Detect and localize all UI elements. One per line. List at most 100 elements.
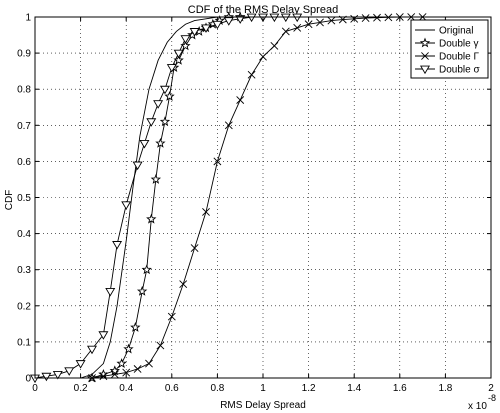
- x-tick-label: 0.8: [210, 383, 224, 394]
- legend-label: Double γ: [439, 39, 478, 50]
- y-tick-label: 0.5: [17, 193, 31, 204]
- x-marker: [213, 157, 222, 166]
- triangle-marker: [235, 15, 246, 24]
- x-marker: [304, 20, 313, 29]
- triangle-marker: [41, 372, 52, 382]
- star-marker: [155, 137, 166, 148]
- triangle-marker: [105, 287, 116, 297]
- star-marker: [159, 116, 171, 127]
- y-tick-label: 0.4: [17, 229, 31, 240]
- x-marker: [316, 18, 324, 27]
- x-marker: [122, 368, 131, 377]
- chart-title: CDF of the RMS Delay Spread: [188, 4, 338, 16]
- tick-marks: [34, 16, 492, 379]
- x-marker: [167, 312, 176, 321]
- triangle-marker: [98, 331, 109, 340]
- triangle-marker: [223, 17, 234, 26]
- star-marker: [109, 365, 120, 376]
- star-marker: [136, 285, 148, 296]
- triangle-marker: [159, 85, 170, 95]
- x-axis-label: RMS Delay Spread: [220, 400, 306, 411]
- triangle-marker: [246, 13, 257, 23]
- star-marker: [146, 213, 157, 224]
- x-tick-label: 1.6: [393, 383, 407, 394]
- y-tick-label: 0.3: [17, 265, 31, 276]
- series-layer: [30, 11, 427, 384]
- triangle-marker: [189, 28, 200, 37]
- triangle-marker: [139, 139, 150, 149]
- star-marker: [150, 174, 162, 184]
- x-marker: [190, 244, 199, 252]
- x-marker: [224, 121, 233, 130]
- x-marker: [110, 370, 119, 379]
- x-marker: [327, 16, 336, 25]
- star-marker: [123, 343, 134, 354]
- triangle-marker: [112, 241, 123, 250]
- x-marker: [270, 41, 279, 50]
- triangle-marker: [87, 345, 97, 355]
- x-marker: [236, 96, 245, 104]
- x-multiplier-label: x 10: [468, 401, 487, 412]
- triangle-marker: [212, 20, 223, 30]
- series-line: [34, 16, 298, 379]
- triangle-marker: [166, 64, 177, 73]
- triangle-marker: [269, 13, 280, 23]
- star-marker: [419, 37, 431, 48]
- triangle-marker: [173, 49, 184, 59]
- y-tick-label: 0.8: [17, 85, 31, 96]
- x-tick-label: 1: [260, 383, 266, 394]
- triangle-marker: [420, 65, 430, 75]
- triangle-marker: [153, 100, 164, 109]
- legend-label: Original: [439, 26, 473, 37]
- y-tick-label: 0.9: [17, 49, 31, 60]
- y-tick-label: 0.6: [17, 157, 31, 168]
- series-line: [91, 16, 241, 379]
- series-1: [80, 16, 229, 379]
- star-marker: [164, 90, 175, 101]
- grid-lines: [35, 17, 491, 378]
- x-marker: [145, 359, 153, 368]
- star-marker: [116, 358, 127, 368]
- star-marker: [141, 264, 152, 275]
- series-line: [80, 16, 229, 379]
- series-line: [91, 16, 423, 379]
- x-tick-label: 2: [488, 383, 494, 394]
- legend-label: Double Γ: [439, 52, 479, 63]
- x-tick-label: 0.4: [119, 383, 133, 394]
- triangle-marker: [121, 201, 132, 210]
- x-marker: [281, 27, 290, 36]
- series-4: [30, 13, 303, 384]
- x-marker: [373, 13, 381, 22]
- triangle-marker: [52, 371, 63, 380]
- y-tick-label: 1: [25, 13, 31, 24]
- x-marker: [133, 365, 142, 373]
- x-multiplier-exponent: -8: [488, 393, 496, 403]
- series-2: [86, 11, 246, 383]
- x-marker: [361, 14, 370, 23]
- x-marker: [259, 52, 267, 61]
- x-marker: [99, 372, 108, 381]
- triangle-marker: [180, 35, 191, 44]
- legend-label: Double σ: [439, 65, 480, 76]
- y-tick-label: 0.2: [17, 301, 31, 312]
- x-marker: [156, 341, 165, 350]
- triangle-marker: [292, 13, 303, 23]
- y-tick-label: 0: [25, 374, 31, 385]
- x-marker: [202, 208, 210, 216]
- x-tick-labels: 0 0.2 0.4 0.6 0.8 1 1.2 1.4 1.6 1.8 2: [32, 383, 494, 394]
- star-marker: [130, 322, 141, 332]
- x-tick-label: 1.4: [347, 383, 361, 394]
- x-marker: [247, 70, 256, 79]
- y-tick-label: 0.7: [17, 121, 31, 132]
- series-3: [88, 13, 427, 382]
- triangle-marker: [280, 13, 291, 23]
- x-tick-label: 0.6: [165, 383, 179, 394]
- x-marker: [179, 280, 188, 289]
- x-tick-label: 0.2: [74, 383, 88, 394]
- triangle-marker: [201, 24, 211, 33]
- triangle-marker: [64, 367, 75, 376]
- x-marker: [293, 23, 302, 32]
- y-axis-label: CDF: [4, 190, 15, 211]
- triangle-marker: [146, 118, 157, 127]
